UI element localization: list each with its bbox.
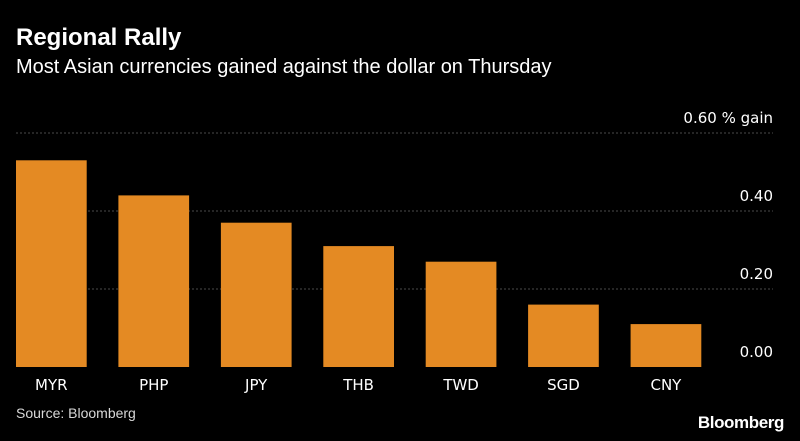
bar-php: [118, 195, 190, 367]
y-tick-label: 0.00: [740, 343, 773, 361]
x-tick-label: JPY: [244, 376, 268, 394]
bar-twd: [425, 261, 497, 367]
bar-sgd: [528, 304, 599, 367]
bar-myr: [16, 160, 87, 367]
bar-cny: [630, 324, 702, 367]
y-tick-label: 0.40: [740, 187, 773, 205]
bar-jpy: [220, 222, 292, 367]
x-tick-label: SGD: [547, 376, 580, 394]
bar-thb: [323, 246, 394, 367]
x-tick-label: THB: [342, 376, 374, 394]
x-tick-label: MYR: [35, 376, 68, 394]
y-tick-label: 0.20: [740, 265, 773, 283]
chart-subtitle: Most Asian currencies gained against the…: [16, 56, 552, 78]
x-tick-label: CNY: [650, 376, 682, 394]
bloomberg-logo: Bloomberg: [697, 413, 785, 432]
y-tick-label: 0.60 % gain: [683, 109, 773, 127]
x-tick-label: TWD: [442, 376, 479, 394]
source-note: Source: Bloomberg: [16, 405, 136, 421]
chart-title: Regional Rally: [16, 24, 182, 51]
x-tick-label: PHP: [139, 376, 168, 394]
